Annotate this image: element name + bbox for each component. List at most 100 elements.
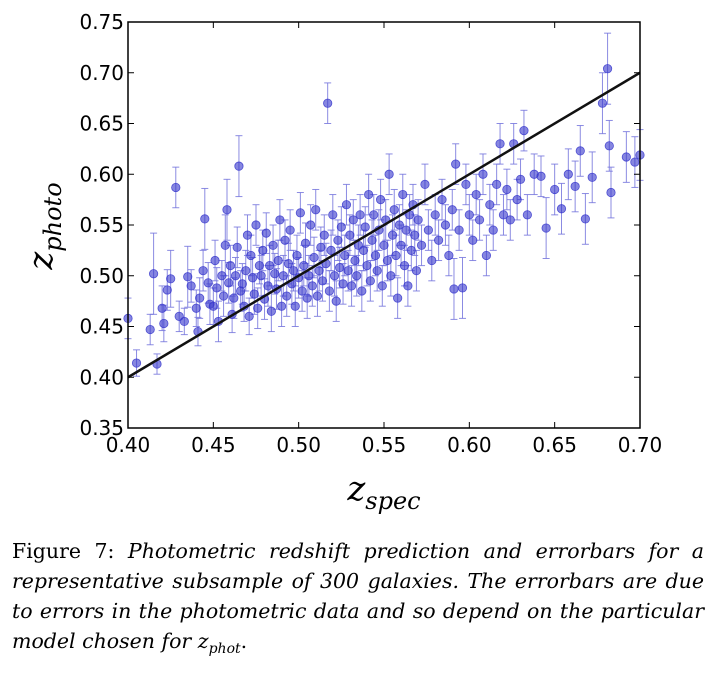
data-point (575, 146, 585, 156)
data-point (403, 281, 413, 291)
data-point (541, 223, 551, 233)
data-point (556, 204, 567, 214)
data-point (280, 235, 290, 245)
data-point (358, 245, 369, 255)
data-point (505, 215, 515, 225)
data-point (157, 303, 167, 313)
data-point (413, 215, 423, 225)
caption-text: Photometric redshift prediction and erro… (12, 539, 704, 653)
data-point (244, 311, 254, 321)
data-point (386, 271, 396, 281)
data-point (343, 266, 353, 276)
data-point (283, 258, 294, 269)
data-point (166, 274, 176, 284)
data-point (502, 184, 512, 195)
data-point (336, 222, 346, 232)
scatter-chart: 0.40 0.45 0.50 0.55 0.60 0.65 0.70 0.350.400.4… (21, 10, 662, 515)
data-point (183, 272, 193, 282)
data-point (522, 210, 532, 220)
data-point (550, 184, 560, 195)
data-point (515, 174, 526, 184)
data-point (423, 225, 433, 235)
x-axis-label: zspec (346, 469, 420, 515)
y-tick-label: 0.65 (79, 112, 124, 136)
data-point (498, 210, 509, 220)
reference-line (127, 71, 641, 379)
data-point (212, 283, 222, 293)
caption-math-var: z (197, 629, 209, 653)
data-point (471, 189, 481, 200)
data-point (200, 214, 210, 224)
data-point (536, 171, 546, 181)
data-point (563, 169, 573, 179)
data-point (335, 263, 345, 273)
y-tick-label: 0.70 (79, 61, 124, 85)
x-tick-label: 0.65 (532, 433, 577, 457)
x-axis-label-sub: spec (365, 487, 420, 515)
data-point (171, 182, 181, 193)
data-point (461, 179, 471, 189)
data-point (224, 278, 234, 288)
data-point (377, 281, 387, 291)
data-point (304, 271, 314, 281)
data-point (396, 240, 406, 250)
data-point (485, 200, 495, 210)
data-point (384, 169, 394, 179)
data-point (357, 286, 367, 296)
data-point (217, 271, 227, 281)
data-point (290, 301, 300, 311)
data-point (474, 215, 485, 225)
data-point (232, 242, 242, 252)
data-point (249, 289, 259, 299)
data-point (186, 281, 196, 291)
data-point (229, 293, 239, 303)
data-point (270, 269, 280, 279)
data-point (355, 210, 365, 220)
data-point (580, 214, 590, 224)
data-point (222, 205, 232, 215)
data-point (329, 271, 340, 281)
data-point (416, 240, 427, 250)
data-point (387, 230, 398, 240)
y-axis-label: zphoto (21, 182, 67, 270)
data-point (241, 266, 251, 276)
y-axis-label-main: z (21, 251, 61, 271)
data-point (145, 324, 155, 335)
data-point (379, 240, 389, 250)
data-point (198, 266, 208, 276)
data-point (251, 220, 261, 230)
y-tick-label: 0.75 (79, 10, 124, 34)
data-point (288, 266, 299, 276)
data-point (389, 205, 399, 215)
data-point (597, 98, 608, 108)
data-point (326, 245, 336, 255)
data-point (258, 245, 268, 255)
data-point (587, 172, 597, 182)
data-point (492, 179, 502, 189)
data-point (394, 220, 404, 230)
data-point (478, 169, 488, 179)
data-point (208, 301, 218, 311)
y-axis-label-sub: photo (39, 182, 67, 251)
data-point (512, 195, 522, 205)
data-point (254, 260, 265, 271)
data-point (285, 225, 295, 235)
data-point (338, 279, 348, 289)
data-point (276, 301, 287, 311)
data-point (331, 296, 341, 306)
data-point (369, 210, 379, 220)
data-point (367, 235, 377, 245)
data-point (468, 235, 478, 245)
data-point (220, 240, 230, 250)
data-point (162, 285, 172, 295)
y-tick-label: 0.60 (79, 162, 124, 186)
errorbar-layer (124, 32, 644, 377)
y-tick-label: 0.40 (79, 365, 124, 389)
data-point (319, 230, 329, 240)
y-axis-ticks: 0.35 0.40 0.45 0.50 0.55 0.60 0.65 0.70 0.75 (79, 10, 640, 440)
x-axis-ticks: 0.40 0.45 0.50 0.55 0.60 0.65 0.70 (106, 22, 662, 457)
data-point (382, 255, 393, 266)
data-point (370, 250, 381, 261)
data-point (302, 293, 312, 303)
data-point (203, 278, 213, 288)
